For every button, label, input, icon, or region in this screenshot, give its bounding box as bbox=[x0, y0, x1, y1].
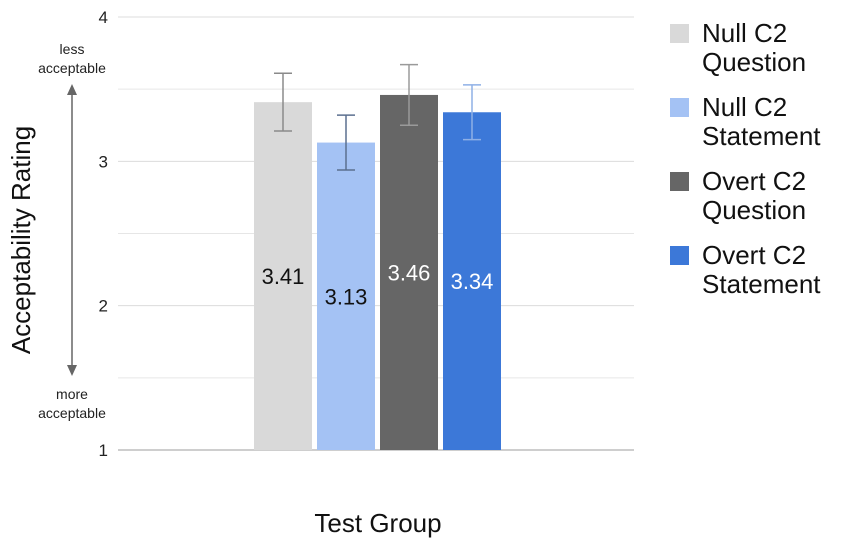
legend-swatch bbox=[670, 98, 689, 117]
legend-label: Null C2 bbox=[702, 92, 787, 122]
bar bbox=[443, 112, 501, 450]
data-label: 3.41 bbox=[262, 264, 305, 289]
data-labels: 3.41 3.13 3.46 3.34 bbox=[262, 260, 494, 309]
annotation-top-line2: acceptable bbox=[38, 60, 106, 76]
legend-swatch bbox=[670, 172, 689, 191]
legend-swatch bbox=[670, 246, 689, 265]
acceptability-direction-arrow bbox=[67, 84, 77, 376]
annotation-top-line1: less bbox=[60, 41, 85, 57]
bar bbox=[317, 142, 375, 450]
annotation-bottom-line2: acceptable bbox=[38, 405, 106, 421]
error-bars bbox=[274, 63, 481, 171]
y-tick-label: 1 bbox=[99, 441, 108, 460]
y-tick-label: 3 bbox=[99, 152, 108, 171]
arrow-up-icon bbox=[67, 84, 77, 95]
gridlines bbox=[118, 16, 634, 451]
annotation-bottom-line1: more bbox=[56, 386, 88, 402]
legend-label: Statement bbox=[702, 269, 821, 299]
legend-label: Question bbox=[702, 195, 806, 225]
data-label: 3.13 bbox=[325, 284, 368, 309]
legend-label: Overt C2 bbox=[702, 240, 806, 270]
bar bbox=[380, 94, 438, 450]
legend-label: Question bbox=[702, 47, 806, 77]
legend-label: Null C2 bbox=[702, 18, 787, 48]
y-tick-labels: 1 2 3 4 bbox=[99, 8, 108, 460]
y-axis-label: Acceptability Rating bbox=[6, 126, 36, 354]
legend-label: Statement bbox=[702, 121, 821, 151]
legend-label: Overt C2 bbox=[702, 166, 806, 196]
arrow-down-icon bbox=[67, 365, 77, 376]
y-tick-label: 2 bbox=[99, 297, 108, 316]
data-label: 3.34 bbox=[451, 269, 494, 294]
data-label: 3.46 bbox=[388, 260, 431, 285]
bar bbox=[254, 102, 312, 450]
bars bbox=[254, 94, 501, 450]
y-tick-label: 4 bbox=[99, 8, 108, 27]
x-axis-label: Test Group bbox=[314, 508, 441, 538]
legend-swatch bbox=[670, 24, 689, 43]
